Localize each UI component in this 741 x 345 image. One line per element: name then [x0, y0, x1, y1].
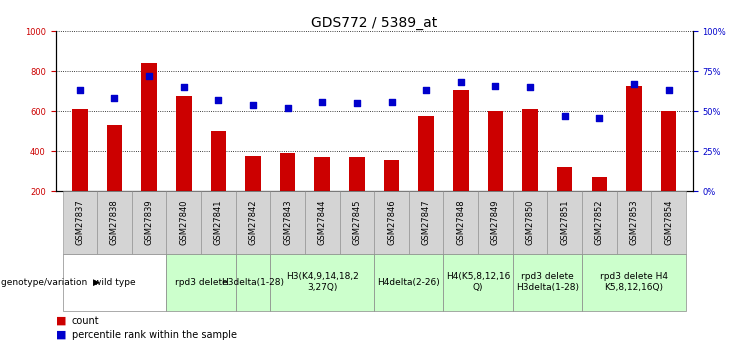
- Point: [108, 96, 120, 101]
- Bar: [453, 90, 468, 191]
- Text: GSM27850: GSM27850: [525, 200, 534, 245]
- Text: H3(K4,9,14,18,2
3,27Q): H3(K4,9,14,18,2 3,27Q): [286, 272, 359, 292]
- Text: GSM27847: GSM27847: [422, 200, 431, 245]
- Text: GSM27844: GSM27844: [318, 200, 327, 245]
- Point: [628, 81, 640, 87]
- Text: GSM27849: GSM27849: [491, 200, 500, 245]
- Bar: [132, 191, 167, 254]
- Title: GDS772 / 5389_at: GDS772 / 5389_at: [311, 16, 437, 30]
- Bar: [72, 109, 87, 191]
- Bar: [651, 191, 686, 254]
- Bar: [270, 191, 305, 254]
- Text: GSM27851: GSM27851: [560, 200, 569, 245]
- Text: GSM27843: GSM27843: [283, 200, 292, 245]
- Bar: [557, 167, 573, 191]
- Bar: [374, 191, 409, 254]
- Bar: [280, 154, 296, 191]
- Text: GSM27840: GSM27840: [179, 200, 188, 245]
- Text: genotype/variation  ▶: genotype/variation ▶: [1, 277, 100, 287]
- Bar: [97, 191, 132, 254]
- Point: [559, 113, 571, 119]
- Text: GSM27841: GSM27841: [214, 200, 223, 245]
- Point: [316, 99, 328, 105]
- Bar: [443, 254, 513, 310]
- Text: H3delta(1-28): H3delta(1-28): [222, 277, 285, 287]
- Bar: [349, 157, 365, 191]
- Text: rpd3 delete: rpd3 delete: [175, 277, 227, 287]
- Text: GSM27853: GSM27853: [629, 200, 639, 245]
- Point: [524, 85, 536, 90]
- Bar: [513, 254, 582, 310]
- Bar: [339, 191, 374, 254]
- Bar: [591, 177, 607, 191]
- Bar: [270, 254, 374, 310]
- Text: count: count: [72, 316, 99, 326]
- Bar: [210, 131, 226, 191]
- Point: [247, 102, 259, 108]
- Bar: [582, 254, 686, 310]
- Text: H4delta(2-26): H4delta(2-26): [377, 277, 440, 287]
- Bar: [236, 191, 270, 254]
- Text: GSM27852: GSM27852: [595, 200, 604, 245]
- Point: [213, 97, 225, 103]
- Text: GSM27838: GSM27838: [110, 200, 119, 245]
- Point: [178, 85, 190, 90]
- Bar: [236, 254, 270, 310]
- Bar: [548, 191, 582, 254]
- Bar: [201, 191, 236, 254]
- Point: [420, 88, 432, 93]
- Bar: [419, 116, 434, 191]
- Bar: [478, 191, 513, 254]
- Bar: [167, 254, 236, 310]
- Bar: [513, 191, 548, 254]
- Bar: [582, 191, 617, 254]
- Bar: [142, 63, 157, 191]
- Bar: [62, 191, 97, 254]
- Text: wild type: wild type: [93, 277, 136, 287]
- Bar: [305, 191, 339, 254]
- Bar: [384, 160, 399, 191]
- Text: GSM27845: GSM27845: [353, 200, 362, 245]
- Bar: [374, 254, 443, 310]
- Bar: [661, 111, 677, 191]
- Bar: [443, 191, 478, 254]
- Text: rpd3 delete
H3delta(1-28): rpd3 delete H3delta(1-28): [516, 272, 579, 292]
- Bar: [167, 191, 201, 254]
- Text: rpd3 delete H4
K5,8,12,16Q): rpd3 delete H4 K5,8,12,16Q): [600, 272, 668, 292]
- Text: ■: ■: [56, 330, 66, 339]
- Bar: [409, 191, 443, 254]
- Text: GSM27848: GSM27848: [456, 200, 465, 245]
- Point: [351, 100, 363, 106]
- Bar: [245, 156, 261, 191]
- Bar: [176, 96, 191, 191]
- Text: percentile rank within the sample: percentile rank within the sample: [72, 330, 237, 339]
- Point: [490, 83, 502, 88]
- Bar: [626, 86, 642, 191]
- Bar: [62, 254, 167, 310]
- Bar: [488, 111, 503, 191]
- Point: [74, 88, 86, 93]
- Bar: [107, 125, 122, 191]
- Point: [594, 115, 605, 120]
- Bar: [522, 109, 538, 191]
- Point: [662, 88, 674, 93]
- Text: GSM27846: GSM27846: [387, 200, 396, 245]
- Text: GSM27839: GSM27839: [144, 200, 153, 245]
- Text: GSM27842: GSM27842: [248, 200, 257, 245]
- Bar: [314, 157, 330, 191]
- Text: ■: ■: [56, 316, 66, 326]
- Bar: [617, 191, 651, 254]
- Point: [455, 80, 467, 85]
- Text: H4(K5,8,12,16
Q): H4(K5,8,12,16 Q): [446, 272, 511, 292]
- Point: [385, 99, 397, 105]
- Text: GSM27837: GSM27837: [76, 200, 84, 245]
- Text: GSM27854: GSM27854: [664, 200, 673, 245]
- Point: [282, 105, 293, 111]
- Point: [143, 73, 155, 79]
